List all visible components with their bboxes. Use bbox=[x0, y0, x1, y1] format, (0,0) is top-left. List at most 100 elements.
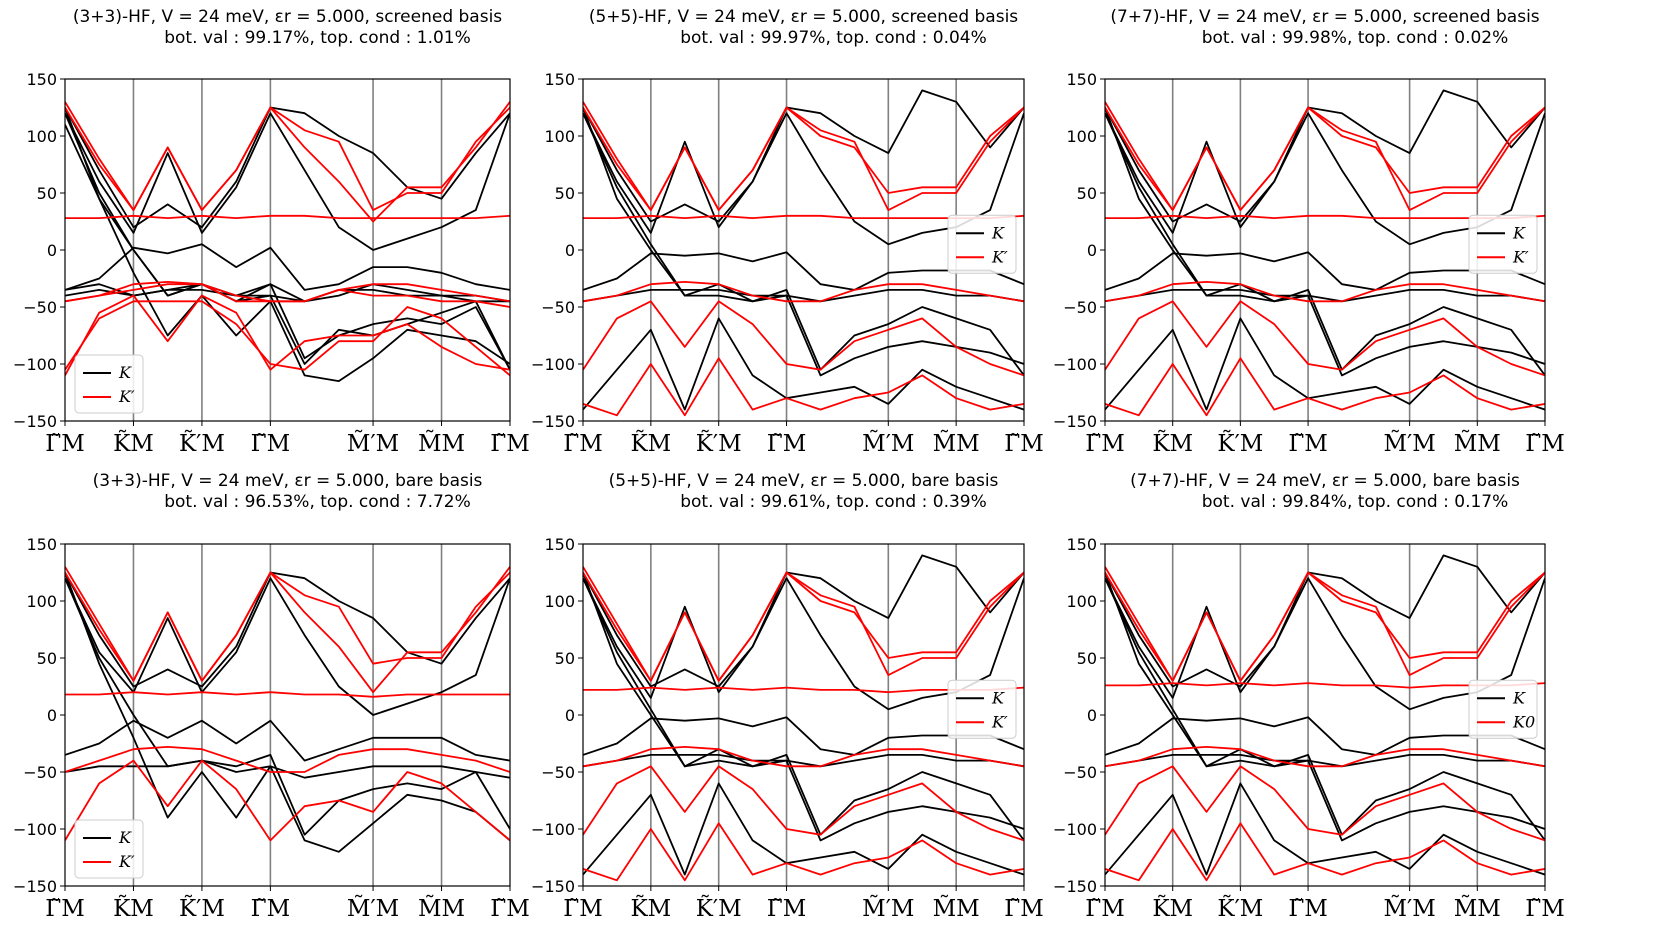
band-line-Kprime bbox=[583, 101, 1024, 212]
band-line-Kprime bbox=[1105, 280, 1545, 303]
band-line-K bbox=[65, 572, 510, 853]
band-panel-6: (7+7)-HF, V = 24 meV, εr = 5.000, bare b… bbox=[1053, 471, 1565, 922]
band-line-Kprime bbox=[583, 822, 1024, 882]
y-tick-label: 0 bbox=[47, 241, 57, 260]
y-tick-label: 0 bbox=[565, 706, 575, 725]
y-tick-label: 150 bbox=[544, 535, 575, 554]
y-tick-label: 50 bbox=[555, 184, 575, 203]
x-tick-label: K̃′M bbox=[696, 896, 742, 922]
panel-subtitle: bot. val : 99.17%, top. cond : 1.01% bbox=[164, 28, 471, 48]
y-tick-label: 50 bbox=[555, 649, 575, 668]
y-tick-label: 150 bbox=[26, 535, 57, 554]
band-panel-5: (5+5)-HF, V = 24 meV, εr = 5.000, bare b… bbox=[531, 471, 1044, 922]
y-tick-label: 0 bbox=[565, 241, 575, 260]
band-panel-4: (3+3)-HF, V = 24 meV, εr = 5.000, bare b… bbox=[13, 471, 530, 922]
plot-area bbox=[65, 566, 510, 853]
legend-box bbox=[1468, 214, 1538, 274]
band-line-K bbox=[583, 754, 1024, 768]
y-tick-label: 0 bbox=[47, 706, 57, 725]
legend-label: K bbox=[1512, 688, 1526, 707]
panel-title: (3+3)-HF, V = 24 meV, εr = 5.000, screen… bbox=[73, 7, 502, 27]
band-line-Kprime bbox=[65, 759, 510, 842]
band-line-Kprime bbox=[583, 106, 1024, 212]
x-tick-label: K̃M bbox=[1152, 431, 1193, 457]
legend-label: K′ bbox=[991, 712, 1008, 731]
legend-label: K0 bbox=[1512, 712, 1535, 731]
plot-area bbox=[65, 101, 510, 383]
legend-label: K bbox=[991, 688, 1005, 707]
band-line-K bbox=[1105, 288, 1545, 303]
y-tick-label: −50 bbox=[541, 763, 575, 782]
x-tick-label: Γ̃M bbox=[1288, 431, 1328, 457]
band-line-Kprime bbox=[583, 280, 1024, 303]
legend: K K0 bbox=[1468, 679, 1538, 739]
band-line-Kprime bbox=[65, 294, 510, 376]
x-tick-label: M̃′M bbox=[1383, 431, 1435, 457]
x-tick-label: M̃M bbox=[418, 896, 465, 922]
panel-title: (7+7)-HF, V = 24 meV, εr = 5.000, screen… bbox=[1110, 7, 1539, 27]
band-line-Kprime bbox=[583, 746, 1024, 768]
band-line-Kprime bbox=[583, 571, 1024, 682]
band-line-Kprime bbox=[583, 765, 1024, 842]
y-tick-label: 50 bbox=[1077, 649, 1097, 668]
y-tick-label: −150 bbox=[531, 412, 575, 431]
x-tick-label: Γ̃M bbox=[45, 431, 85, 457]
y-tick-label: −50 bbox=[1063, 298, 1097, 317]
legend: K K′ bbox=[74, 354, 144, 414]
x-tick-label: K̃M bbox=[113, 896, 154, 922]
legend-box bbox=[1468, 679, 1538, 739]
band-line-K bbox=[1105, 317, 1545, 411]
panel-title: (3+3)-HF, V = 24 meV, εr = 5.000, bare b… bbox=[93, 471, 483, 491]
x-tick-label: Γ̃M bbox=[563, 431, 603, 457]
band-line-K bbox=[1105, 112, 1545, 376]
band-line-Kprime bbox=[583, 300, 1024, 377]
band-line-K bbox=[65, 719, 510, 762]
y-tick-label: −100 bbox=[13, 820, 57, 839]
x-tick-label: M̃M bbox=[933, 431, 980, 457]
y-tick-label: 100 bbox=[544, 592, 575, 611]
legend: K K′ bbox=[1468, 214, 1538, 274]
band-line-Kprime bbox=[65, 746, 510, 773]
x-tick-label: M̃′M bbox=[1383, 896, 1435, 922]
y-tick-label: −100 bbox=[531, 820, 575, 839]
band-line-Kprime bbox=[583, 357, 1024, 417]
panel-title: (5+5)-HF, V = 24 meV, εr = 5.000, bare b… bbox=[609, 471, 999, 491]
y-tick-label: 100 bbox=[26, 127, 57, 146]
panel-subtitle: bot. val : 96.53%, top. cond : 7.72% bbox=[164, 492, 471, 512]
y-tick-label: 0 bbox=[1087, 241, 1097, 260]
x-tick-label: K̃′M bbox=[1217, 896, 1263, 922]
band-line-K bbox=[1105, 554, 1545, 688]
y-tick-label: −50 bbox=[1063, 763, 1097, 782]
plot-area bbox=[583, 554, 1024, 882]
y-tick-label: 100 bbox=[26, 592, 57, 611]
legend-label: K bbox=[118, 363, 132, 382]
band-line-K bbox=[1105, 107, 1545, 377]
band-line-Kprime bbox=[1105, 566, 1545, 682]
band-line-Kprime bbox=[65, 101, 510, 223]
band-line-Kprime bbox=[1105, 357, 1545, 417]
band-line-K bbox=[1105, 89, 1545, 223]
band-panel-2: (5+5)-HF, V = 24 meV, εr = 5.000, screen… bbox=[531, 7, 1044, 457]
x-tick-label: M̃M bbox=[1454, 431, 1501, 457]
y-tick-label: 150 bbox=[26, 70, 57, 89]
y-tick-label: 150 bbox=[1066, 70, 1097, 89]
legend-box bbox=[947, 679, 1017, 739]
y-tick-label: −150 bbox=[1053, 877, 1097, 896]
band-line-K bbox=[583, 317, 1024, 411]
band-line-Kprime bbox=[65, 571, 510, 682]
band-line-Kprime bbox=[1105, 571, 1545, 682]
band-line-Kprime bbox=[1105, 746, 1545, 768]
x-tick-label: M̃′M bbox=[862, 431, 914, 457]
band-line-Kprime bbox=[65, 283, 510, 308]
band-line-Kprime bbox=[65, 300, 510, 377]
x-tick-label: K̃M bbox=[630, 896, 671, 922]
y-tick-label: −150 bbox=[13, 877, 57, 896]
y-tick-label: 150 bbox=[544, 70, 575, 89]
y-tick-label: −100 bbox=[1053, 820, 1097, 839]
x-tick-label: Γ̃M bbox=[490, 431, 530, 457]
panel-title: (5+5)-HF, V = 24 meV, εr = 5.000, screen… bbox=[589, 7, 1018, 27]
band-line-K bbox=[65, 577, 510, 836]
band-line-K bbox=[583, 107, 1024, 377]
x-tick-label: Γ̃M bbox=[1085, 896, 1125, 922]
